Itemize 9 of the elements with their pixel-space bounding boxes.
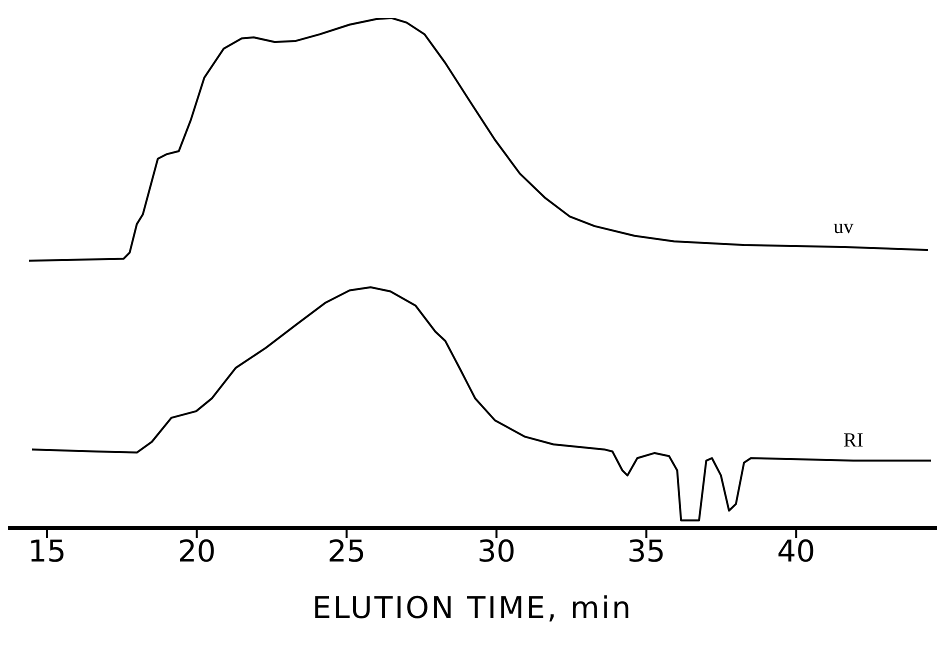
- x-tick-label: 25: [328, 534, 366, 570]
- series-label: uv: [834, 216, 854, 238]
- x-tick-label: 15: [28, 534, 66, 570]
- series-label: RI: [843, 430, 864, 452]
- x-tick-label: 20: [178, 534, 216, 570]
- x-tick-label: 30: [477, 534, 516, 570]
- x-tick-label: 35: [627, 534, 666, 570]
- x-tick-label: 40: [777, 534, 816, 570]
- x-axis-title: ELUTION TIME, min: [312, 591, 633, 626]
